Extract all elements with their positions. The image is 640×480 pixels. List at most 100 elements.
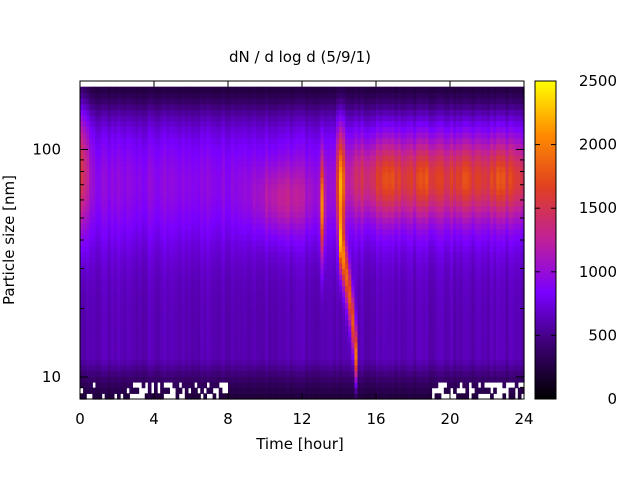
heatmap-cell	[129, 353, 134, 360]
heatmap-cell	[308, 166, 312, 173]
heatmap-cell	[98, 205, 103, 213]
heatmap-cell	[163, 359, 167, 366]
heatmap-cell	[311, 274, 315, 281]
heatmap-cell	[234, 194, 238, 201]
heatmap-cell	[141, 149, 146, 156]
heatmap-cell	[117, 296, 121, 304]
heatmap-cell	[317, 381, 322, 389]
heatmap-cell	[280, 222, 285, 230]
heatmap-cell	[95, 183, 100, 190]
heatmap-cell	[339, 274, 343, 281]
heatmap-cell	[184, 211, 189, 218]
heatmap-cell	[243, 285, 248, 292]
heatmap-cell	[166, 240, 171, 247]
heatmap-cell	[326, 296, 331, 304]
heatmap-cell	[268, 103, 272, 110]
heatmap-cell	[135, 92, 140, 99]
heatmap-cell	[132, 359, 137, 366]
heatmap-cell	[231, 330, 235, 338]
heatmap-cell	[280, 291, 285, 298]
heatmap-cell	[224, 222, 229, 230]
heatmap-cell	[132, 126, 137, 133]
heatmap-cell	[144, 330, 149, 338]
heatmap-cell	[80, 347, 84, 355]
heatmap-cell	[351, 336, 356, 343]
heatmap-cell	[357, 302, 362, 309]
heatmap-cell	[305, 234, 309, 241]
heatmap-cell	[249, 381, 254, 389]
heatmap-cell	[110, 120, 115, 128]
heatmap-cell	[234, 120, 238, 128]
heatmap-cell	[126, 319, 130, 326]
heatmap-cell	[138, 302, 143, 309]
heatmap-cell	[206, 132, 211, 139]
heatmap-cell	[209, 217, 214, 224]
heatmap-cell	[280, 188, 285, 196]
heatmap-cell	[323, 268, 328, 275]
heatmap-cell	[187, 137, 192, 145]
heatmap-cell	[265, 200, 269, 207]
heatmap-cell	[206, 137, 211, 145]
heatmap-cell	[335, 205, 340, 213]
heatmap-cell	[224, 353, 229, 360]
heatmap-cell	[243, 149, 248, 156]
heatmap-cell	[314, 240, 319, 247]
heatmap-cell	[163, 115, 167, 122]
heatmap-cell	[286, 319, 291, 326]
heatmap-cell	[357, 274, 362, 281]
heatmap-cell	[123, 132, 127, 139]
heatmap-cell	[249, 132, 254, 139]
heatmap-cell	[160, 268, 164, 275]
heatmap-cell	[277, 251, 282, 258]
heatmap-cell	[277, 137, 282, 145]
heatmap-cell	[258, 296, 263, 304]
heatmap-cell	[231, 359, 235, 366]
heatmap-cell	[157, 228, 161, 235]
heatmap-cell	[194, 251, 198, 258]
heatmap-cell	[83, 381, 87, 389]
heatmap-cell	[240, 154, 245, 162]
heatmap-cell	[332, 336, 337, 343]
heatmap-cell	[351, 285, 356, 292]
heatmap-cell	[265, 126, 269, 133]
heatmap-cell	[351, 98, 356, 105]
heatmap-cell	[107, 393, 112, 400]
heatmap-cell	[203, 205, 208, 213]
heatmap-cell	[83, 330, 87, 338]
heatmap-cell	[113, 92, 118, 99]
heatmap-cell	[342, 353, 346, 360]
heatmap-cell	[92, 86, 97, 93]
heatmap-cell	[231, 132, 235, 139]
heatmap-cell	[224, 302, 229, 309]
heatmap-cell	[329, 330, 334, 338]
heatmap-cell	[126, 376, 130, 383]
heatmap-cell	[289, 103, 294, 110]
heatmap-cell	[335, 109, 340, 116]
heatmap-cell	[147, 279, 152, 287]
heatmap-cell	[163, 86, 167, 93]
heatmap-cell	[221, 154, 226, 162]
heatmap-cell	[329, 302, 334, 309]
heatmap-cell	[132, 370, 137, 377]
heatmap-cell	[132, 376, 137, 383]
heatmap-cell	[147, 200, 152, 207]
heatmap-cell	[166, 115, 171, 122]
heatmap-cell	[265, 262, 269, 269]
heatmap-cell	[166, 166, 171, 173]
heatmap-cell	[126, 381, 130, 389]
heatmap-cell	[277, 285, 282, 292]
heatmap-cell	[92, 183, 97, 190]
heatmap-cell	[212, 166, 217, 173]
heatmap-cell	[237, 115, 241, 122]
heatmap-cell	[191, 353, 195, 360]
heatmap-cell	[98, 347, 103, 355]
heatmap-cell	[135, 234, 140, 241]
heatmap-cell	[172, 381, 177, 389]
heatmap-cell	[255, 132, 260, 139]
heatmap-cell	[163, 183, 167, 190]
heatmap-cell	[117, 228, 121, 235]
heatmap-cell	[212, 200, 217, 207]
heatmap-cell	[98, 308, 103, 315]
heatmap-cell	[332, 137, 337, 145]
heatmap-cell	[295, 143, 300, 150]
